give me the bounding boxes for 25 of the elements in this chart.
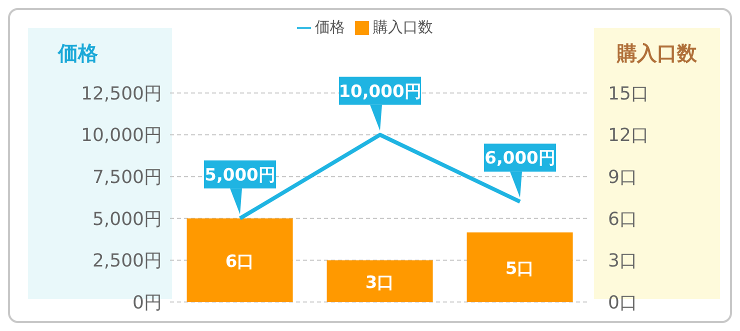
- y-tick-label: 12,500円: [81, 83, 162, 104]
- legend-label: 購入口数: [373, 18, 433, 36]
- data-label: 10,000円: [338, 82, 422, 102]
- data-label: 6,000円: [484, 148, 556, 169]
- y2-tick-label: 0口: [608, 292, 638, 314]
- y2-tick-label: 3口: [608, 250, 638, 272]
- y-tick-label: 5,000円: [92, 208, 162, 230]
- y2-tick-label: 12口: [608, 125, 649, 146]
- data-label: 3口: [365, 273, 394, 294]
- y-tick-label: 2,500円: [92, 250, 162, 272]
- y-tick-label: 0円: [132, 292, 162, 314]
- y2-axis-title: 購入口数: [616, 40, 698, 67]
- bar: [186, 218, 293, 302]
- data-label: 6口: [225, 252, 254, 272]
- y-tick-label: 10,000円: [81, 125, 162, 146]
- legend-label: 価格: [315, 18, 345, 36]
- data-label: 5口: [505, 259, 534, 280]
- y-tick-label: 7,500円: [92, 166, 162, 188]
- y2-tick-label: 6口: [608, 208, 638, 230]
- data-label: 5,000円: [204, 165, 276, 186]
- bar: [326, 260, 433, 302]
- bar: [466, 232, 573, 302]
- y2-tick-label: 9口: [608, 166, 638, 188]
- y2-tick-label: 15口: [608, 83, 649, 104]
- y-axis-title: 価格: [56, 40, 99, 67]
